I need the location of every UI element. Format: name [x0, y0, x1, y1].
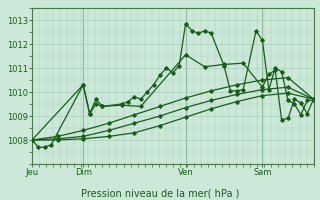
Text: Pression niveau de la mer( hPa ): Pression niveau de la mer( hPa ): [81, 188, 239, 198]
